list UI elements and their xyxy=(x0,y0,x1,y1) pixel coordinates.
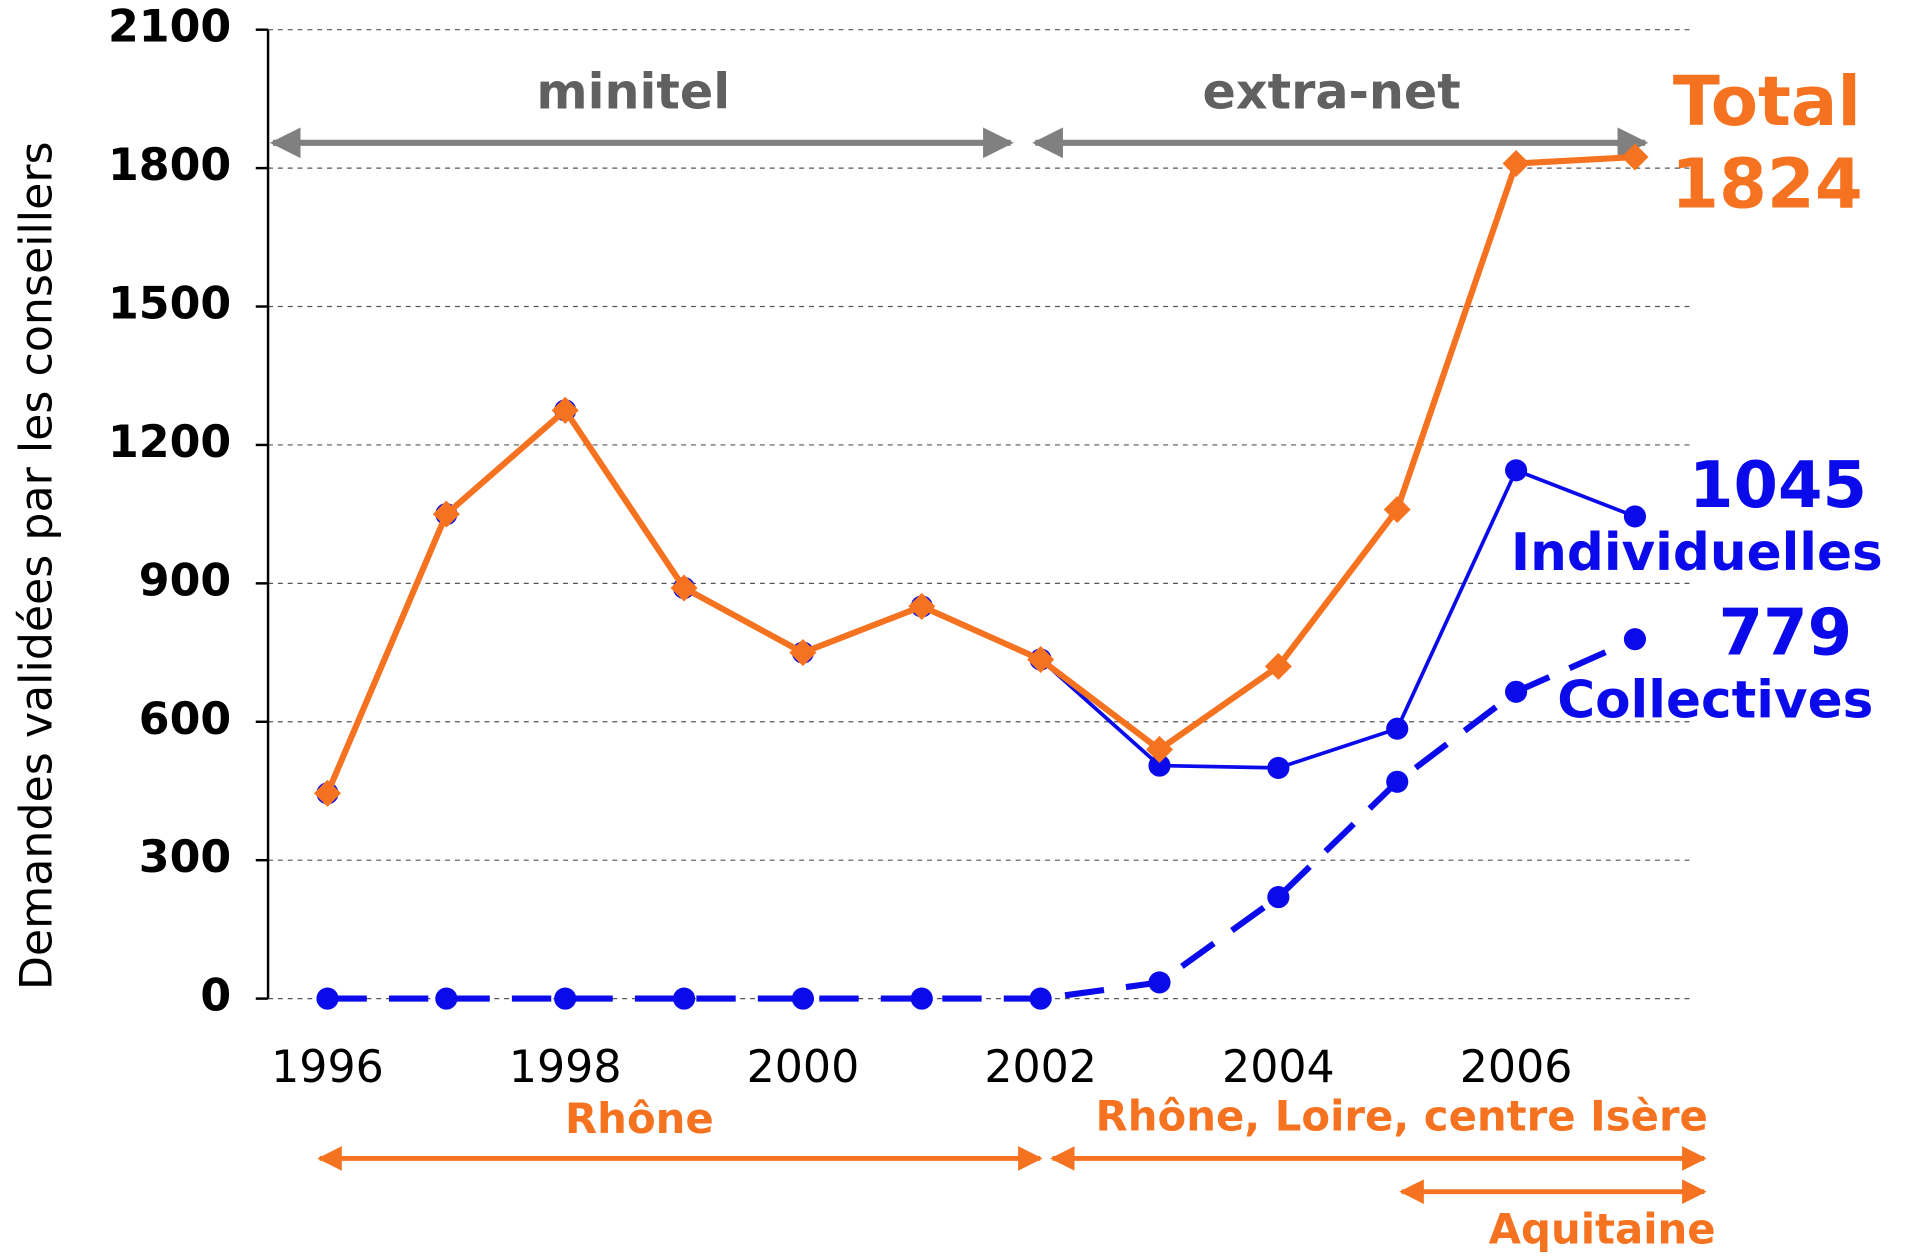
y-tick-label: 300 xyxy=(139,832,231,883)
value-label: 779 xyxy=(1719,597,1852,671)
annotation: Rhône xyxy=(565,1094,714,1143)
series-line xyxy=(327,410,1634,793)
series-line xyxy=(327,157,1634,793)
point xyxy=(1386,771,1408,793)
series xyxy=(316,628,1646,1010)
x-tick-label: 2002 xyxy=(984,1042,1097,1093)
x-tick-label: 1996 xyxy=(271,1042,384,1093)
x-tick-label: 2006 xyxy=(1460,1042,1573,1093)
series-label: Individuelles xyxy=(1511,523,1883,583)
point xyxy=(792,988,814,1010)
range-arrows xyxy=(273,143,1704,1192)
annotation: Rhône, Loire, centre Isère xyxy=(1096,1092,1708,1141)
point xyxy=(911,988,933,1010)
point xyxy=(789,639,816,666)
chart: minitel extra-net Rhône Rhône, Loire, ce… xyxy=(0,0,1928,1257)
y-tick-label: 900 xyxy=(139,555,231,606)
point xyxy=(435,988,457,1010)
y-tick-label: 1800 xyxy=(108,140,231,191)
series-line xyxy=(327,639,1634,998)
point xyxy=(554,988,576,1010)
point xyxy=(1624,628,1646,650)
point xyxy=(1030,988,1052,1010)
point xyxy=(316,988,338,1010)
y-axis-label: Demandes validées par les conseillers xyxy=(11,141,62,990)
point xyxy=(673,988,695,1010)
y-tick-label: 1200 xyxy=(108,417,231,468)
point xyxy=(314,780,341,807)
point xyxy=(1267,757,1289,779)
point xyxy=(1505,681,1527,703)
point xyxy=(1386,718,1408,740)
value-label: 1824 xyxy=(1671,144,1863,224)
point xyxy=(908,593,935,620)
y-tick-label: 0 xyxy=(200,971,231,1022)
point xyxy=(1621,144,1648,171)
x-tick-label: 2004 xyxy=(1222,1042,1335,1093)
value-label: 1045 xyxy=(1689,449,1867,523)
x-tick-label: 1998 xyxy=(509,1042,622,1093)
point xyxy=(1505,459,1527,481)
series-label: Total xyxy=(1673,62,1861,142)
point xyxy=(1148,971,1170,993)
annotation: Aquitaine xyxy=(1489,1205,1716,1254)
series-label: Collectives xyxy=(1557,671,1873,731)
annotation: minitel xyxy=(536,62,730,120)
axes: 0 300 600 900 1200 1500 1800 2100 1996 1998 2000 20… xyxy=(108,2,1694,1093)
point xyxy=(1503,150,1530,177)
y-tick-label: 2100 xyxy=(108,2,231,53)
x-tick-label: 2000 xyxy=(747,1042,860,1093)
y-tick-label: 600 xyxy=(139,694,231,745)
y-tick-label: 1500 xyxy=(108,279,231,330)
annotation: extra-net xyxy=(1203,62,1461,120)
point xyxy=(1267,886,1289,908)
point xyxy=(1624,505,1646,527)
series xyxy=(314,144,1649,807)
